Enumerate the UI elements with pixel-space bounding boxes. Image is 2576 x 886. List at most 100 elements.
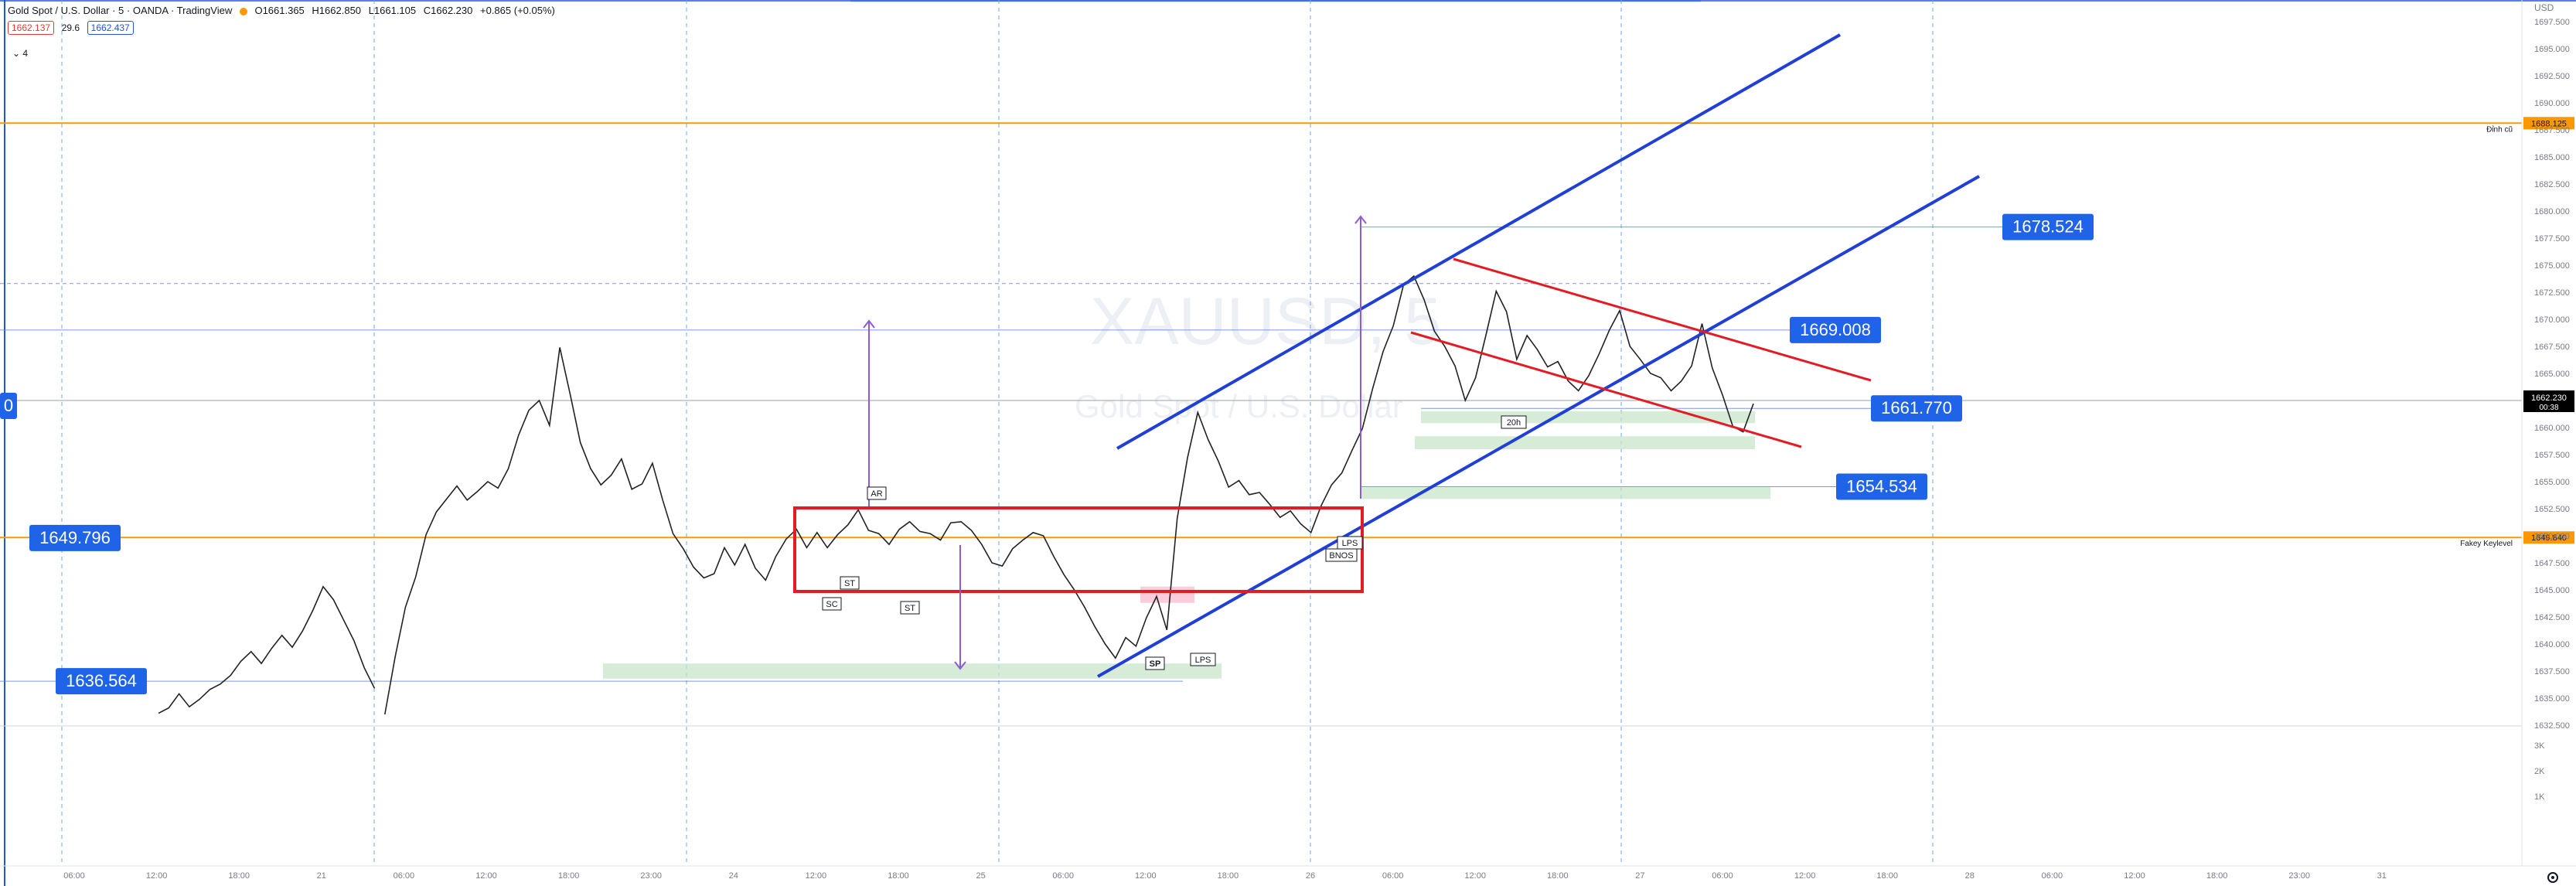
pattern-label: BNOS — [1329, 551, 1353, 561]
time-tick-label: 12:00 — [1135, 871, 1157, 881]
key-level-note: Đỉnh cũ — [2486, 124, 2513, 134]
ohlc-open: O1661.365 — [254, 5, 305, 16]
price-tag-text: 1649.796 — [39, 528, 111, 547]
price-tick-label: 1697.500 — [2534, 18, 2570, 27]
price-tag — [1871, 395, 1962, 422]
price-tick-label: 1675.000 — [2534, 261, 2570, 271]
time-tick-label: 24 — [729, 871, 738, 881]
pattern-label: SP — [1150, 659, 1161, 669]
pattern-label-box — [1501, 415, 1527, 429]
time-tick-label: 26 — [1306, 871, 1315, 881]
symbol-title[interactable]: Gold Spot / U.S. Dollar · 5 · OANDA · Tr… — [8, 5, 233, 16]
ohlc-low: L1661.105 — [368, 5, 417, 16]
ohlc-high: H1662.850 — [312, 5, 362, 16]
market-status-icon — [239, 7, 247, 15]
price-tag-text: 1636.564 — [66, 671, 137, 690]
indicators-toggle[interactable]: ⌄ 4 — [12, 48, 28, 59]
range-box — [793, 506, 1364, 593]
demand-zone — [603, 663, 1222, 679]
price-tag-text: 1669.008 — [1800, 320, 1871, 339]
time-tick-label: 12:00 — [475, 871, 497, 881]
time-tick-label: 06:00 — [1052, 871, 1074, 881]
price-tag-text: 1678.524 — [2012, 217, 2084, 237]
pattern-label: LPS — [1342, 539, 1358, 548]
ohlc-values: O1661.365 H1662.850 L1661.105 C1662.230 … — [254, 5, 559, 16]
time-tick-label: 23:00 — [2288, 871, 2310, 881]
volume-tick-label: 1K — [2534, 792, 2545, 802]
horizontal-levels: Đỉnh cũ 1688.125 Fakey Keylevel 1649.840 — [0, 117, 2574, 682]
demand-zone — [1140, 586, 1194, 603]
time-tick-label: 18:00 — [1547, 871, 1569, 881]
lower-channel-line — [1097, 175, 1980, 678]
arrow-head — [863, 319, 875, 329]
time-tick-label: 18:00 — [2206, 871, 2228, 881]
price-series — [158, 274, 1754, 715]
price-line-segment-2 — [384, 274, 1754, 715]
time-tick-label: 18:00 — [888, 871, 909, 881]
price-tick-label: 1652.500 — [2534, 505, 2570, 514]
pattern-label-box — [900, 601, 920, 615]
key-level-tag — [2523, 531, 2574, 544]
chart-legend: Gold Spot / U.S. Dollar · 5 · OANDA · Tr… — [8, 5, 564, 35]
pattern-label: SC — [826, 600, 837, 609]
demand-zone — [1415, 436, 1755, 449]
pattern-label-box — [1190, 653, 1216, 666]
time-tick-label: 06:00 — [394, 871, 415, 881]
time-tick-label: 06:00 — [1712, 871, 1733, 881]
time-axis[interactable]: 06:00 12:00 18:00 21 06:00 12:00 18:00 23:00 24 1… — [0, 865, 2576, 881]
price-tick-label: 1670.000 — [2534, 315, 2570, 325]
price-tick-label: 1640.000 — [2534, 640, 2570, 649]
upper-flag-line — [1453, 257, 1872, 382]
price-tag-text: 1661.770 — [1881, 398, 1952, 417]
price-tag — [1836, 473, 1927, 500]
price-tag — [1790, 316, 1881, 343]
buy-button[interactable]: 1662.437 — [87, 21, 134, 35]
annotation-labels: AR SC ST ST SP LPS LPS BNOS 20h — [822, 415, 1527, 670]
volume-tick-label: 3K — [2534, 741, 2545, 751]
price-axis[interactable]: USD 1697.500 1695.000 1692.500 1690.000 1687.… — [2521, 0, 2574, 866]
price-tick-label: 1687.500 — [2534, 126, 2570, 135]
time-tick-label: 28 — [1965, 871, 1975, 881]
pattern-label: ST — [844, 579, 855, 588]
price-tick-label: 1637.500 — [2534, 667, 2570, 676]
key-level-note: Fakey Keylevel — [2460, 540, 2513, 548]
price-tick-label: 1645.000 — [2534, 586, 2570, 595]
pattern-label-box — [867, 486, 887, 500]
price-tag-text: 0 — [4, 396, 13, 415]
time-tick-label: 18:00 — [1876, 871, 1898, 881]
lower-flag-line — [1410, 331, 1802, 448]
countdown-text: 00:38 — [2539, 404, 2558, 412]
price-tick-label: 1657.500 — [2534, 451, 2570, 460]
time-tick-label: 25 — [976, 871, 985, 881]
settings-gear-icon[interactable] — [2547, 872, 2558, 883]
price-tick-label: 1692.500 — [2534, 72, 2570, 81]
current-price-text: 1662.230 — [2531, 394, 2567, 403]
volume-tick-label: 2K — [2534, 767, 2545, 776]
price-label-tags: 1678.524 1669.008 1661.770 1654.534 1649.796… — [0, 213, 2094, 695]
arrow-head — [954, 661, 966, 670]
price-tag-text: 1654.534 — [1846, 477, 1917, 496]
demand-zone — [1361, 487, 1770, 499]
arrow-head — [1354, 215, 1367, 224]
time-tick-label: 12:00 — [1794, 871, 1816, 881]
watermark-description: Gold Spot / U.S. Dollar — [1075, 388, 1403, 424]
price-tick-label: 1685.000 — [2534, 153, 2570, 162]
price-tick-label: 1682.500 — [2534, 180, 2570, 189]
pattern-label-box — [1325, 548, 1358, 562]
price-tick-label: 1660.000 — [2534, 424, 2570, 433]
supply-demand-zones — [603, 411, 1770, 679]
spread-value: 29.6 — [61, 22, 80, 33]
price-tick-label: 1667.500 — [2534, 342, 2570, 352]
price-tick-label: 1672.500 — [2534, 288, 2570, 298]
time-tick-label: 23:00 — [640, 871, 662, 881]
price-tag — [56, 668, 147, 695]
time-tick-label: 27 — [1635, 871, 1644, 881]
sell-button[interactable]: 1662.137 — [8, 21, 55, 35]
time-tick-label: 12:00 — [806, 871, 827, 881]
time-tick-label: 12:00 — [1464, 871, 1486, 881]
price-tick-label: 1677.500 — [2534, 234, 2570, 244]
key-level-tag — [2523, 117, 2574, 130]
time-tick-label: 18:00 — [228, 871, 250, 881]
